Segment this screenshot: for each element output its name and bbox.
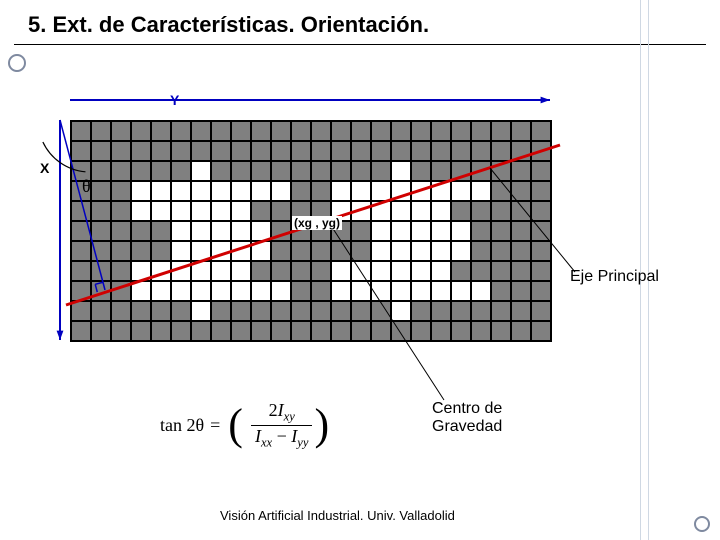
bullet-top-left xyxy=(8,54,26,72)
formula-eq: = xyxy=(210,415,220,436)
formula-num: 2Ixy xyxy=(265,400,299,425)
formula-fraction: 2Ixy Ixx − Iyy xyxy=(251,400,313,450)
theta-label: θ xyxy=(82,176,91,197)
axis-x-label: X xyxy=(40,160,49,176)
callout-eje-principal: Eje Principal xyxy=(570,268,659,286)
page-title: 5. Ext. de Características. Orientación. xyxy=(28,12,429,38)
paren-open: ( xyxy=(226,403,245,447)
formula-lhs: tan 2θ xyxy=(160,415,204,436)
pixel-grid xyxy=(70,120,552,342)
paren-close: ) xyxy=(312,403,331,447)
title-underline xyxy=(14,44,706,45)
bullet-bottom-right xyxy=(694,516,710,532)
centroid-label: (xg , yg) xyxy=(292,216,342,230)
orientation-formula: tan 2θ = ( 2Ixy Ixx − Iyy ) xyxy=(160,400,331,450)
slide-footer: Visión Artificial Industrial. Univ. Vall… xyxy=(220,508,455,523)
callout-centro-gravedad: Centro deGravedad xyxy=(432,400,502,436)
formula-den: Ixx − Iyy xyxy=(251,426,313,451)
axis-y-label: Y xyxy=(170,92,179,108)
